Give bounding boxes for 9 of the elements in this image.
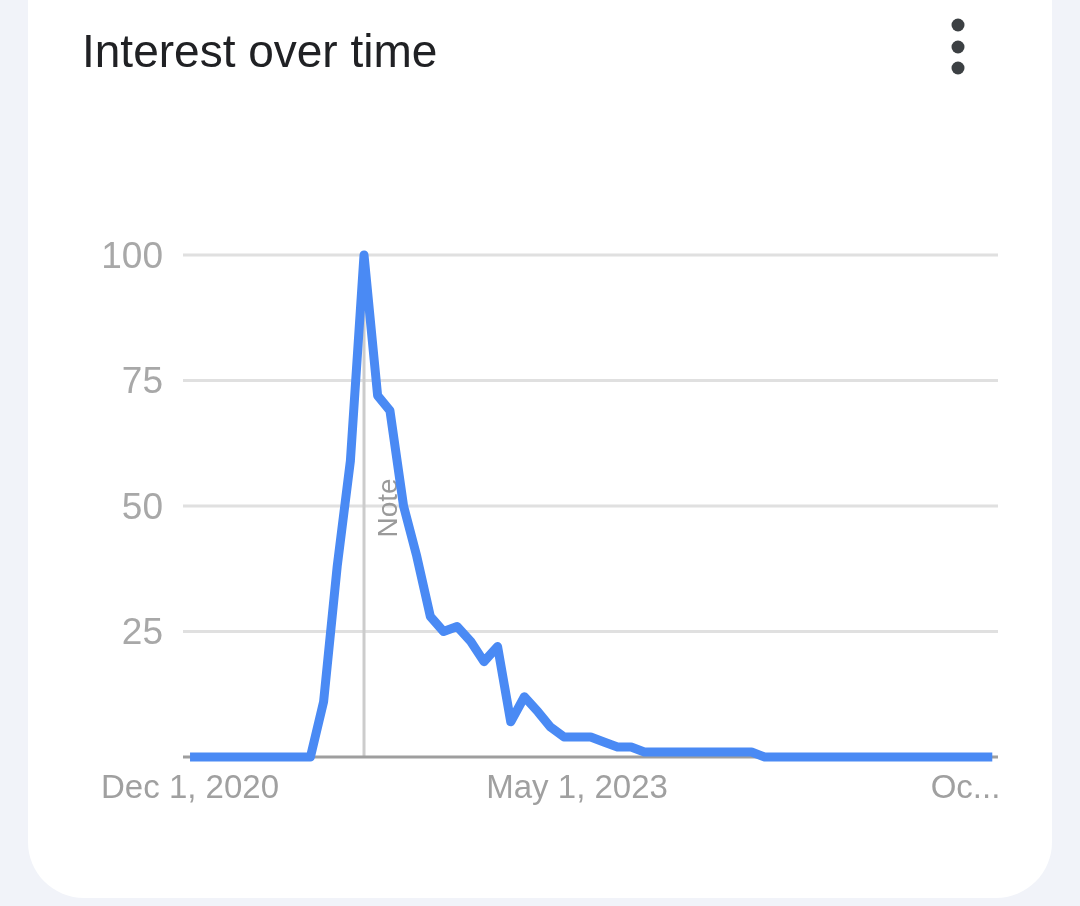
x-tick-label: Oc... xyxy=(930,768,1001,805)
x-tick-label: May 1, 2023 xyxy=(486,768,668,805)
chart-title: Interest over time xyxy=(82,25,438,77)
y-tick-label: 75 xyxy=(121,360,163,401)
y-tick-label: 50 xyxy=(121,485,163,527)
ref-line-label: Note xyxy=(371,478,403,538)
y-tick-label: 100 xyxy=(101,234,163,276)
y-tick-label: 25 xyxy=(121,611,163,652)
x-tick-label: Dec 1, 2020 xyxy=(101,768,280,805)
